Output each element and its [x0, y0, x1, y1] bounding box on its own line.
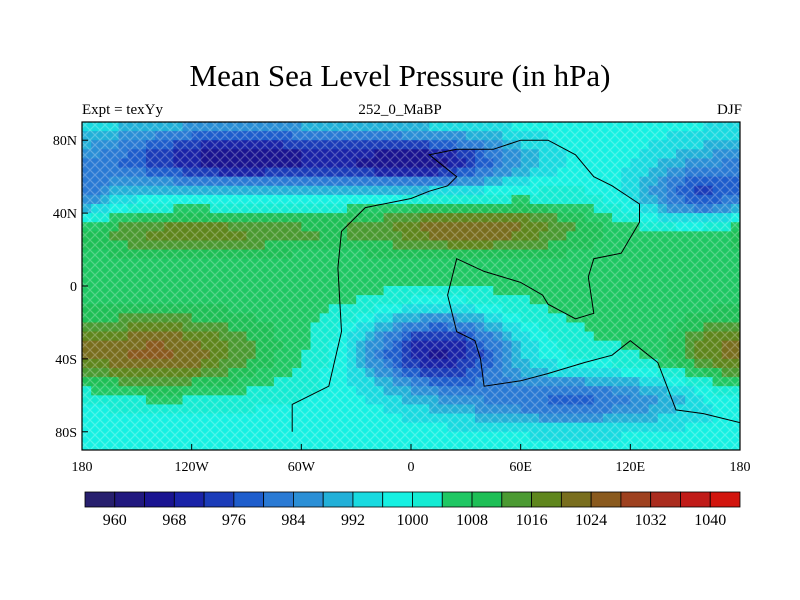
x-tick-label: 120W: [175, 460, 210, 475]
colorbar-swatch: [471, 491, 503, 508]
colorbar-swatch: [263, 491, 294, 508]
colorbar-label: 1040: [694, 512, 726, 529]
colorbar-swatch: [114, 491, 145, 508]
y-tick-label: 40S: [55, 353, 77, 368]
colorbar-label: 976: [222, 512, 246, 529]
colorbar-label: 984: [281, 512, 305, 529]
colorbar-label: 1000: [397, 512, 429, 529]
colorbar-swatch: [322, 491, 354, 508]
colorbar-label: 968: [162, 512, 186, 529]
x-tick-label: 0: [408, 460, 415, 475]
y-tick-label: 40N: [53, 207, 77, 222]
map-title: Mean Sea Level Pressure (in hPa): [189, 58, 611, 93]
x-tick-label: 180: [72, 460, 93, 475]
colorbar-label: 992: [341, 512, 365, 529]
colorbar-swatch: [203, 491, 235, 508]
colorbar-label: 1032: [635, 512, 667, 529]
colorbar-swatch: [173, 491, 205, 508]
colorbar-label: 1024: [575, 512, 607, 529]
colorbar-swatch: [560, 491, 592, 508]
x-tick-label: 120E: [616, 460, 646, 475]
y-tick-label: 0: [70, 280, 77, 295]
x-tick-label: 60W: [288, 460, 316, 475]
colorbar-swatch: [144, 491, 175, 508]
colorbar-label: 1016: [516, 512, 548, 529]
period-label: 252_0_MaBP: [358, 102, 442, 118]
stipple-overlay: [82, 122, 740, 450]
colorbar-swatch: [680, 491, 711, 508]
colorbar-swatch: [620, 491, 652, 508]
colorbar-swatch: [709, 491, 741, 508]
colorbar-swatch: [84, 491, 116, 508]
colorbar-swatch: [233, 491, 265, 508]
colorbar-swatch: [352, 491, 384, 508]
colorbar-swatch: [293, 491, 324, 508]
experiment-label: Expt = texYy: [82, 102, 163, 118]
coastline-path: [291, 139, 740, 432]
x-tick-label: 60E: [509, 460, 532, 475]
y-tick-label: 80S: [55, 426, 77, 441]
colorbar-swatch: [590, 491, 622, 508]
y-tick-label: 80N: [53, 134, 77, 149]
colorbar-swatch: [531, 491, 562, 508]
colorbar-swatch: [382, 491, 413, 508]
colorbar-label: 1008: [456, 512, 488, 529]
colorbar-label: 960: [103, 512, 127, 529]
colorbar-swatch: [501, 491, 532, 508]
colorbar-swatch: [650, 491, 681, 508]
x-tick-label: 180: [730, 460, 751, 475]
season-label: DJF: [716, 102, 742, 118]
colorbar-swatch: [441, 491, 473, 508]
coastline: [291, 139, 740, 432]
map-axes: 180 120W 60W 0 60E 120E 180 80N 40N 0 40S 80S: [53, 134, 751, 475]
colorbar: 960 968 976 984 992 1000 1008 1016 1024 1032 1040: [84, 491, 741, 529]
colorbar-swatch: [412, 491, 443, 508]
